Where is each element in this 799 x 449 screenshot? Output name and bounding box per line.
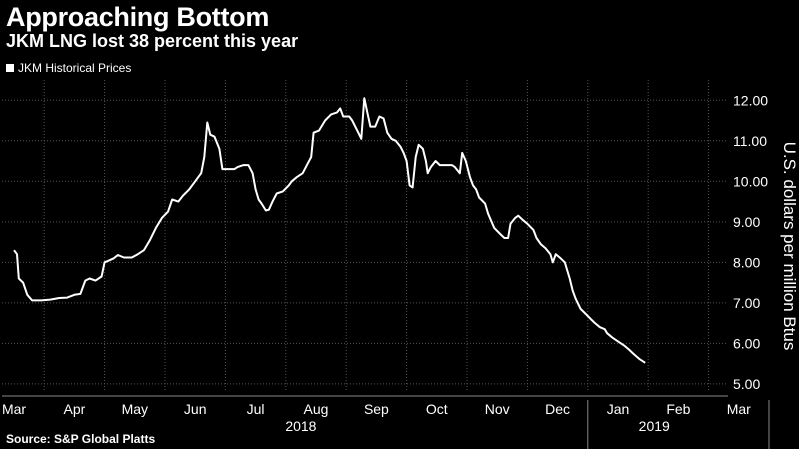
x-tick-label: Jun xyxy=(184,401,207,417)
x-tick-label: Nov xyxy=(485,401,510,417)
legend-swatch xyxy=(6,64,14,72)
x-tick-label: Jan xyxy=(607,401,630,417)
x-tick-label: Mar xyxy=(2,401,26,417)
x-tick-label: Jul xyxy=(247,401,265,417)
source-note: Source: S&P Global Platts xyxy=(6,432,156,446)
chart-title: Approaching Bottom xyxy=(6,2,270,32)
x-tick-label: May xyxy=(122,401,148,417)
y-tick-label: 6.00 xyxy=(733,335,760,351)
x-tick-label: Oct xyxy=(426,401,448,417)
x-tick-label: Apr xyxy=(64,401,86,417)
series-layer xyxy=(13,97,646,364)
x-tick-label: Aug xyxy=(304,401,329,417)
grid xyxy=(2,80,728,397)
legend: JKM Historical Prices xyxy=(6,61,131,75)
y-tick-label: 11.00 xyxy=(733,133,767,149)
x-tick-label: Feb xyxy=(666,401,690,417)
y-axis: 5.00 6.00 7.00 8.00 9.00 10.00 11.00 12.00 U.S. … xyxy=(733,92,799,392)
y-tick-label: 5.00 xyxy=(733,376,760,392)
series-line xyxy=(13,97,646,364)
x-axis: Mar Apr May Jun Jul Aug Sep Oct Nov Dec Jan Feb Mar 2… xyxy=(2,400,770,449)
chart-subtitle: JKM LNG lost 38 percent this year xyxy=(6,31,299,51)
y-axis-label: U.S. dollars per million Btus xyxy=(780,142,799,351)
x-tick-label: Dec xyxy=(545,401,570,417)
x-tick-label: Sep xyxy=(364,401,389,417)
x-year-label: 2019 xyxy=(639,418,670,434)
y-tick-label: 8.00 xyxy=(733,254,760,270)
legend-label: JKM Historical Prices xyxy=(18,61,132,75)
y-tick-label: 9.00 xyxy=(733,214,760,230)
x-year-label: 2018 xyxy=(285,418,316,434)
y-tick-label: 7.00 xyxy=(733,295,760,311)
x-tick-label: Mar xyxy=(727,401,751,417)
y-tick-label: 12.00 xyxy=(733,92,768,108)
y-tick-label: 10.00 xyxy=(733,173,768,189)
